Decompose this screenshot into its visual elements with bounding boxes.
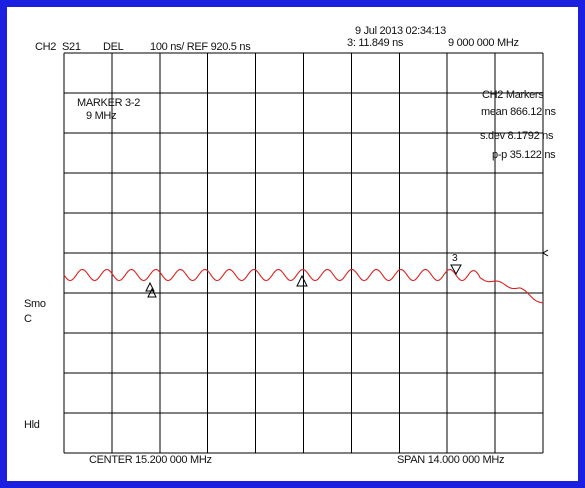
- statistics-mean: mean 866.12 ns: [481, 106, 556, 118]
- statistics-peak-to-peak: p-p 35.122 ns: [492, 149, 556, 161]
- marker-3-active: [450, 264, 462, 276]
- marker-delta-title: MARKER 3-2: [77, 97, 141, 109]
- marker-frequency-label: 9 000 000 MHz: [448, 37, 519, 49]
- scale-reference-label: 100 ns/ REF 920.5 ns: [150, 41, 251, 53]
- span-label: SPAN 14.000 000 MHz: [397, 454, 505, 466]
- statistics-title: CH2 Markers: [482, 89, 544, 101]
- channel-label: CH2: [35, 41, 57, 53]
- hold-indicator: Hld: [24, 419, 40, 431]
- statistics-standard-deviation: s.dev 8.1792 ns: [480, 130, 554, 142]
- center-frequency-label: CENTER 15.200 000 MHz: [89, 454, 212, 466]
- marker-delta-frequency: 9 MHz: [86, 110, 117, 122]
- marker-value-label: 3: 11.849 ns: [347, 37, 404, 49]
- marker-1-delta: [145, 281, 157, 298]
- datetime-label: 9 Jul 2013 02:34:13: [355, 25, 446, 37]
- graticule-grid: [63, 52, 544, 454]
- marker-3-number: 3: [452, 253, 458, 264]
- format-label: DEL: [103, 41, 124, 53]
- marker-2-delta: [296, 274, 308, 287]
- parameter-label: S21: [62, 41, 81, 53]
- reference-position-arrow: [542, 249, 549, 257]
- delay-trace: [63, 268, 544, 304]
- smoothing-indicator: Smo: [24, 298, 46, 310]
- correction-indicator: C: [24, 313, 32, 325]
